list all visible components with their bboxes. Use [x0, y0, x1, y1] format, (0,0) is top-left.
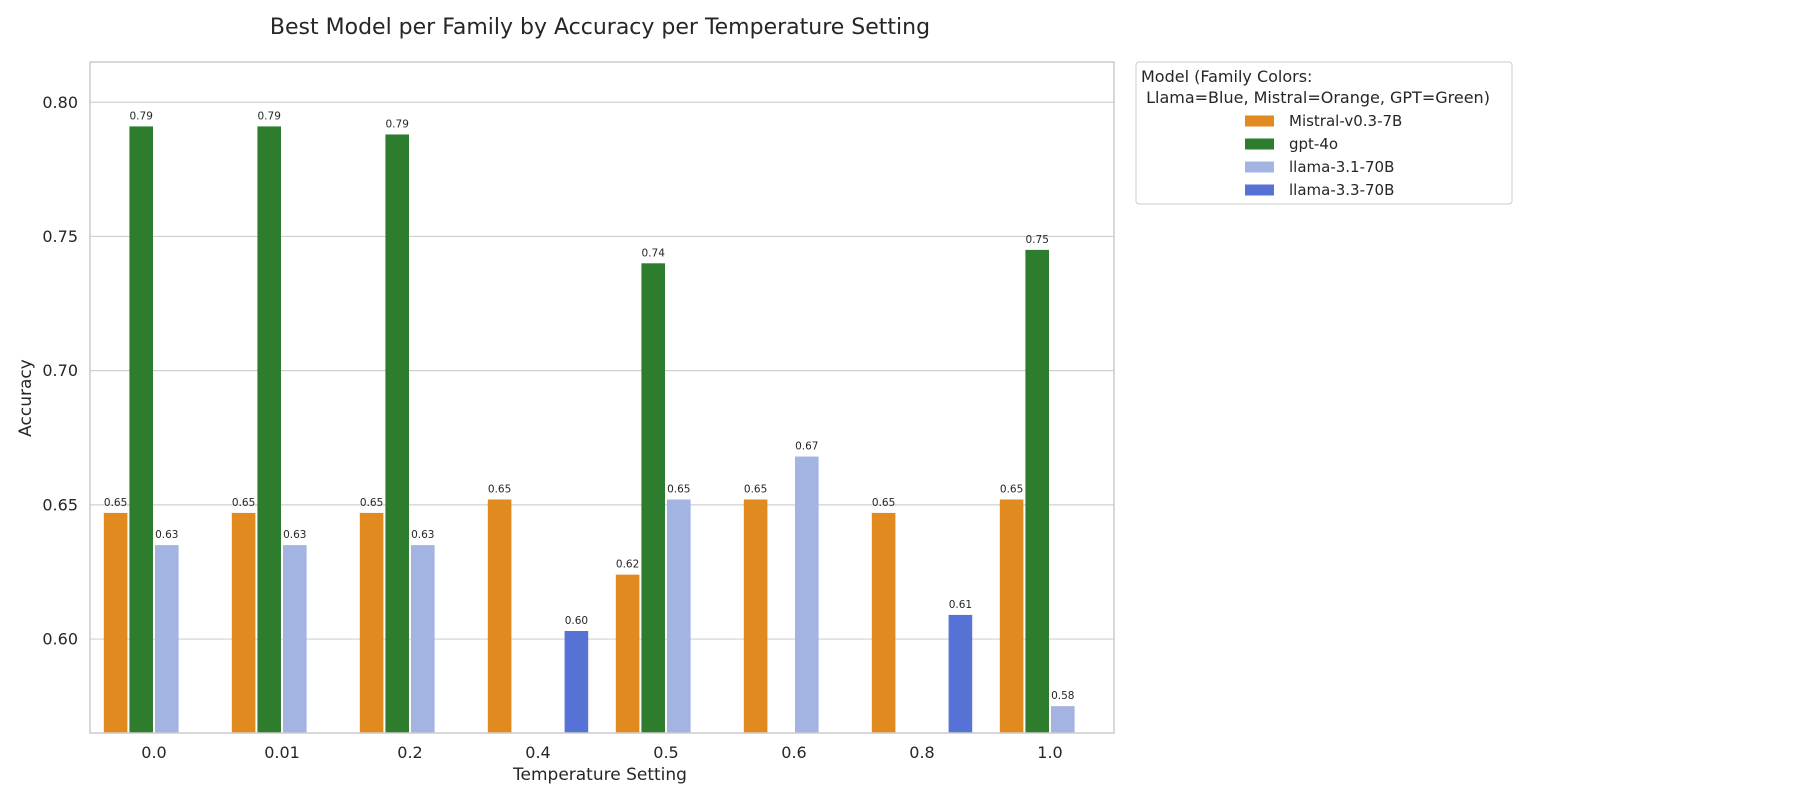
data-label: 0.65 — [872, 497, 895, 509]
bar — [231, 512, 256, 733]
data-label: 0.79 — [258, 110, 281, 122]
data-label: 0.67 — [795, 441, 818, 453]
plot-frame — [89, 61, 1115, 734]
data-label: 0.65 — [360, 497, 383, 509]
bar — [871, 512, 896, 733]
legend-swatch — [1245, 115, 1274, 127]
x-tick-label: 0.6 — [781, 743, 806, 762]
legend-title-line: Model (Family Colors: — [1141, 67, 1312, 86]
x-tick-label: 0.01 — [264, 743, 300, 762]
bar — [129, 126, 153, 733]
x-tick-label: 1.0 — [1037, 743, 1062, 762]
bar — [795, 456, 819, 733]
chart-title: Best Model per Family by Accuracy per Te… — [270, 15, 930, 40]
data-label: 0.79 — [386, 118, 409, 130]
bar — [385, 134, 409, 733]
bar — [155, 545, 179, 733]
data-label: 0.79 — [130, 110, 153, 122]
y-tick-labels: 0.60 0.65 0.70 0.75 0.80 — [42, 93, 78, 649]
data-label: 0.63 — [283, 529, 306, 541]
x-tick-label: 0.2 — [397, 743, 422, 762]
y-tick-label: 0.65 — [42, 495, 78, 514]
data-label: 0.61 — [949, 599, 972, 611]
data-labels: 0.65 0.79 0.63 0.65 0.79 0.63 0.65 0.79 0.63 0.65… — [104, 110, 1075, 702]
data-label: 0.65 — [488, 483, 511, 495]
bar — [283, 545, 307, 733]
bar — [615, 574, 640, 733]
bar — [999, 499, 1024, 733]
data-label: 0.75 — [1026, 234, 1049, 246]
legend-title-line: Llama=Blue, Mistral=Orange, GPT=Green) — [1141, 88, 1490, 107]
data-label: 0.65 — [232, 497, 255, 509]
legend-item: llama-3.1-70B — [1245, 158, 1394, 176]
data-label: 0.65 — [667, 483, 690, 495]
legend-swatch — [1245, 138, 1274, 150]
bar — [564, 631, 589, 733]
x-axis-label: Temperature Setting — [512, 765, 687, 785]
bar — [103, 512, 128, 733]
data-label: 0.65 — [104, 497, 127, 509]
bar — [359, 512, 384, 733]
bar — [411, 545, 435, 733]
legend-item: llama-3.3-70B — [1245, 181, 1394, 199]
bar — [257, 126, 281, 733]
legend-label: llama-3.3-70B — [1289, 181, 1394, 199]
bar — [641, 263, 665, 733]
y-axis-label: Accuracy — [16, 359, 36, 437]
legend-title: Model (Family Colors: Llama=Blue, Mistra… — [1141, 67, 1490, 107]
legend-label: llama-3.1-70B — [1289, 158, 1394, 176]
x-tick-labels: 0.0 0.01 0.2 0.4 0.5 0.6 0.8 1.0 — [141, 743, 1062, 762]
bar — [667, 499, 691, 733]
legend-swatch — [1245, 184, 1274, 196]
bar — [1025, 249, 1049, 733]
data-label: 0.60 — [565, 615, 588, 627]
y-tick-label: 0.60 — [42, 630, 78, 649]
data-label: 0.74 — [642, 247, 666, 259]
bar — [487, 499, 512, 733]
data-label: 0.58 — [1051, 690, 1074, 702]
data-label: 0.63 — [411, 529, 434, 541]
data-label: 0.65 — [744, 483, 767, 495]
legend: Model (Family Colors: Llama=Blue, Mistra… — [1135, 61, 1513, 205]
legend-swatch — [1245, 161, 1274, 173]
legend-label: Mistral-v0.3-7B — [1289, 112, 1402, 130]
y-tick-label: 0.75 — [42, 227, 78, 246]
bar — [948, 614, 973, 733]
legend-item: Mistral-v0.3-7B — [1245, 112, 1402, 130]
legend-items: Mistral-v0.3-7B gpt-4o llama-3.1-70B llama-… — [1245, 112, 1402, 199]
legend-label: gpt-4o — [1289, 135, 1338, 153]
x-tick-label: 0.8 — [909, 743, 934, 762]
data-label: 0.65 — [1000, 483, 1023, 495]
legend-item: gpt-4o — [1245, 135, 1338, 153]
bars — [103, 126, 1075, 733]
data-label: 0.63 — [155, 529, 178, 541]
x-tick-label: 0.0 — [141, 743, 166, 762]
data-label: 0.62 — [616, 559, 639, 571]
x-tick-label: 0.5 — [653, 743, 678, 762]
y-tick-label: 0.80 — [42, 93, 78, 112]
x-tick-label: 0.4 — [525, 743, 550, 762]
bar — [1051, 706, 1075, 733]
legend-box — [1135, 61, 1513, 205]
bar — [743, 499, 768, 733]
y-tick-label: 0.70 — [42, 361, 78, 380]
